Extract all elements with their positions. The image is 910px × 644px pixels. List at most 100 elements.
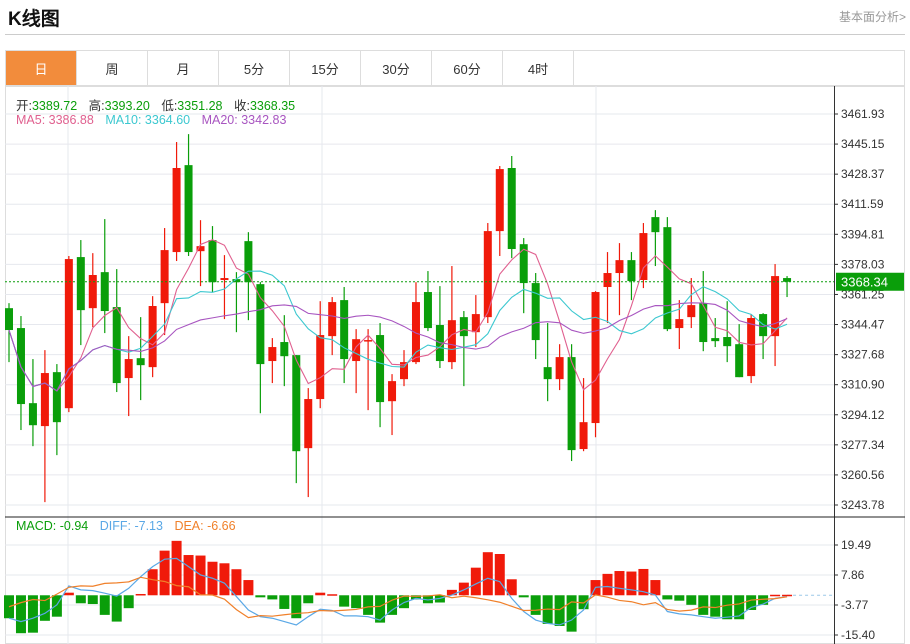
macd-bar [351, 595, 362, 609]
macd-bar [75, 595, 86, 604]
candle-body [40, 373, 49, 427]
macd-bar [243, 580, 254, 596]
macd-bar [27, 595, 38, 633]
low-value: 3351.28 [177, 99, 223, 113]
tab-30min[interactable]: 30分 [361, 51, 432, 85]
candle-body [771, 276, 780, 337]
macd-bar [626, 571, 637, 596]
candle-body [555, 357, 564, 380]
candle-body [687, 305, 696, 318]
tab-5min[interactable]: 5分 [219, 51, 290, 85]
macd-bar [566, 595, 577, 632]
price-tick-label: 3461.93 [841, 107, 885, 121]
tab-15min[interactable]: 15分 [290, 51, 361, 85]
macd-bar [159, 550, 170, 596]
candle-body [531, 283, 540, 341]
candle-body [232, 279, 241, 283]
macd-bar [267, 595, 278, 600]
macd-value: MACD: -0.94 [16, 519, 89, 533]
candle-body [735, 344, 744, 378]
macd-legend: MACD: -0.94 DIFF: -7.13 DEA: -6.66 [16, 519, 244, 533]
macd-bar [686, 595, 697, 605]
candle-body [603, 273, 612, 288]
macd-bar [410, 595, 421, 600]
price-tick-label: 3361.25 [841, 287, 885, 301]
price-tick-label: 3294.12 [841, 408, 885, 422]
candle-body [208, 240, 217, 283]
candle-body [495, 169, 504, 232]
macd-bar [470, 567, 481, 596]
candle-body [76, 257, 85, 311]
tab-week[interactable]: 周 [77, 51, 148, 85]
macd-bar [183, 555, 194, 596]
candle-body [447, 320, 456, 363]
macd-bar [375, 595, 386, 623]
price-tick-label: 3411.59 [841, 197, 884, 211]
tab-4hour[interactable]: 4时 [503, 51, 574, 85]
fundamental-analysis-link[interactable]: 基本面分析> [838, 10, 906, 24]
macd-bar [758, 595, 769, 605]
candle-body [639, 233, 648, 281]
macd-bar [171, 540, 182, 596]
candle-body [364, 340, 373, 342]
candle-body [328, 302, 337, 337]
divider [5, 34, 905, 35]
candle-body [507, 168, 516, 250]
candle-body [376, 335, 385, 403]
macd-bar [458, 582, 469, 596]
candle-body [723, 337, 732, 347]
ma20-value: MA20: 3342.83 [201, 113, 287, 127]
last-price-badge [836, 272, 904, 291]
macd-tick-label: -15.40 [841, 628, 875, 642]
candle-body [699, 303, 708, 343]
candle-body [196, 246, 205, 252]
macd-bar [638, 568, 649, 596]
candle-body [663, 227, 672, 330]
candle-body [411, 302, 420, 363]
high-label: 高: [88, 99, 105, 113]
macd-bar [482, 552, 493, 596]
macd-tick-label: 19.49 [841, 538, 871, 552]
candle-body [28, 403, 37, 426]
candle-body [280, 342, 289, 357]
macd-bar [530, 595, 541, 615]
candle-body [112, 307, 121, 384]
macd-bar [614, 571, 625, 596]
macd-bar [303, 595, 314, 604]
ma5-line [8, 239, 788, 392]
macd-bar [746, 595, 757, 610]
tab-month[interactable]: 月 [148, 51, 219, 85]
macd-bar [782, 594, 793, 597]
close-value: 3368.35 [249, 99, 296, 113]
candle-body [220, 278, 229, 281]
macd-bar [387, 595, 398, 615]
candle-body [136, 358, 145, 366]
macd-bar [698, 595, 709, 615]
candle-body [124, 359, 133, 379]
macd-bar [291, 595, 302, 619]
candle-body [316, 335, 325, 400]
period-tabs: 日 周 月 5分 15分 30分 60分 4时 [5, 50, 905, 86]
macd-bar [650, 580, 661, 596]
last-price-label: 3368.34 [841, 275, 888, 290]
macd-bar [554, 595, 565, 626]
tab-day[interactable]: 日 [6, 51, 77, 85]
candle-body [292, 355, 301, 452]
ma5-value: MA5: 3386.88 [16, 113, 94, 127]
macd-bar [111, 595, 122, 622]
macd-bar [602, 573, 613, 596]
open-value: 3389.72 [31, 99, 78, 113]
dea-line [8, 576, 788, 619]
candle-body [172, 168, 181, 253]
candle-body [579, 422, 588, 450]
price-tick-label: 3243.78 [841, 498, 885, 512]
price-tick-label: 3327.68 [841, 348, 885, 362]
tab-60min[interactable]: 60分 [432, 51, 503, 85]
macd-bar [51, 595, 62, 617]
candle-body [627, 260, 636, 282]
price-tick-label: 3445.15 [841, 137, 885, 151]
ohlc-legend: 开:3389.72 高:3393.20 低:3351.28 收:3368.35 [16, 95, 303, 114]
open-label: 开: [16, 99, 32, 113]
macd-bar [734, 595, 745, 620]
